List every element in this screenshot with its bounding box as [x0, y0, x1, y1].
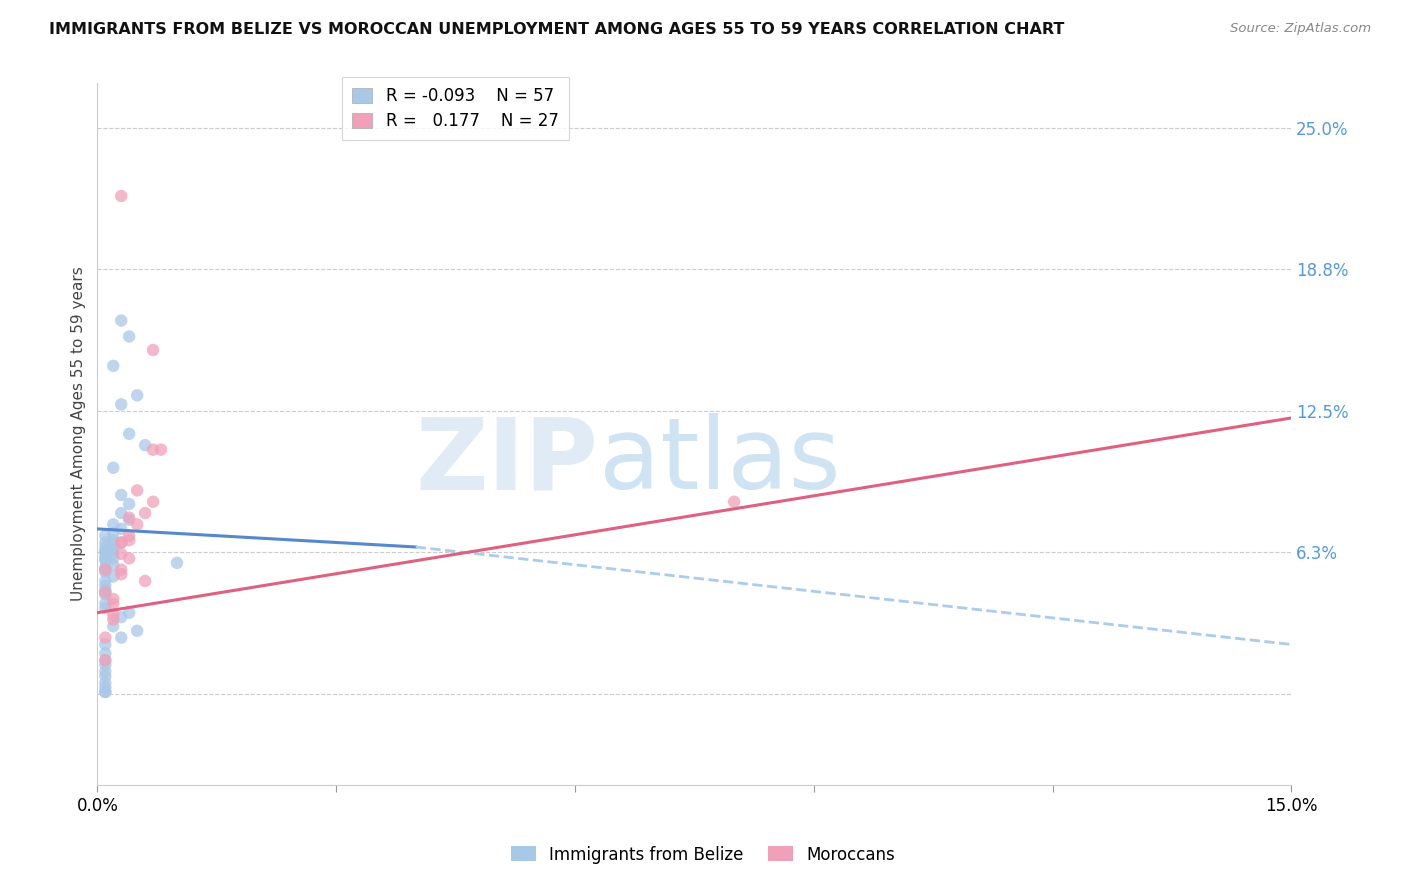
Point: [94, 597, 117, 611]
Point: [94, 540, 117, 554]
Point: [94, 681, 117, 695]
Point: [94, 653, 117, 667]
Point: [142, 442, 165, 457]
Point: [118, 606, 141, 620]
Point: [94, 553, 117, 567]
Point: [103, 542, 125, 557]
Point: [103, 547, 125, 561]
Point: [110, 488, 132, 502]
Point: [118, 426, 141, 441]
Point: [94, 551, 117, 566]
Point: [142, 343, 165, 357]
Point: [118, 510, 141, 524]
Point: [94, 665, 117, 679]
Point: [134, 574, 156, 588]
Point: [94, 657, 117, 672]
Point: [94, 588, 117, 602]
Point: [103, 538, 125, 552]
Point: [150, 442, 173, 457]
Point: [110, 506, 132, 520]
Point: [103, 569, 125, 583]
Point: [94, 685, 117, 699]
Point: [103, 612, 125, 626]
Point: [94, 529, 117, 543]
Point: [94, 551, 117, 566]
Y-axis label: Unemployment Among Ages 55 to 59 years: Unemployment Among Ages 55 to 59 years: [72, 267, 86, 601]
Point: [103, 517, 125, 532]
Point: [94, 578, 117, 592]
Legend: Immigrants from Belize, Moroccans: Immigrants from Belize, Moroccans: [503, 839, 903, 871]
Point: [127, 517, 149, 532]
Point: [94, 544, 117, 558]
Point: [110, 567, 132, 582]
Legend: R = -0.093    N = 57, R =   0.177    N = 27: R = -0.093 N = 57, R = 0.177 N = 27: [343, 77, 568, 140]
Point: [103, 359, 125, 373]
Point: [103, 460, 125, 475]
Point: [134, 506, 156, 520]
Point: [94, 637, 117, 651]
Point: [723, 494, 745, 508]
Point: [103, 533, 125, 548]
Point: [134, 438, 156, 452]
Point: [110, 535, 132, 549]
Point: [94, 585, 117, 599]
Point: [94, 676, 117, 690]
Point: [94, 669, 117, 683]
Point: [103, 592, 125, 607]
Point: [94, 647, 117, 661]
Point: [110, 563, 132, 577]
Point: [166, 556, 188, 570]
Point: [94, 574, 117, 588]
Point: [103, 526, 125, 541]
Text: atlas: atlas: [599, 413, 841, 510]
Point: [110, 535, 132, 549]
Point: [94, 565, 117, 579]
Point: [110, 631, 132, 645]
Point: [118, 551, 141, 566]
Point: [110, 313, 132, 327]
Point: [94, 535, 117, 549]
Point: [94, 547, 117, 561]
Point: [94, 631, 117, 645]
Point: [110, 522, 132, 536]
Point: [118, 533, 141, 548]
Point: [110, 547, 132, 561]
Point: [94, 585, 117, 599]
Point: [118, 513, 141, 527]
Point: [127, 483, 149, 498]
Point: [94, 544, 117, 558]
Point: [110, 189, 132, 203]
Point: [103, 607, 125, 622]
Point: [118, 329, 141, 343]
Point: [110, 397, 132, 411]
Point: [94, 685, 117, 699]
Point: [103, 619, 125, 633]
Point: [94, 653, 117, 667]
Point: [94, 560, 117, 574]
Point: [103, 558, 125, 573]
Point: [94, 601, 117, 615]
Point: [103, 597, 125, 611]
Point: [127, 624, 149, 638]
Point: [94, 563, 117, 577]
Point: [127, 388, 149, 402]
Point: [103, 551, 125, 566]
Text: Source: ZipAtlas.com: Source: ZipAtlas.com: [1230, 22, 1371, 36]
Point: [118, 529, 141, 543]
Point: [110, 610, 132, 624]
Text: ZIP: ZIP: [416, 413, 599, 510]
Point: [94, 582, 117, 597]
Point: [118, 497, 141, 511]
Point: [94, 563, 117, 577]
Text: IMMIGRANTS FROM BELIZE VS MOROCCAN UNEMPLOYMENT AMONG AGES 55 TO 59 YEARS CORREL: IMMIGRANTS FROM BELIZE VS MOROCCAN UNEMP…: [49, 22, 1064, 37]
Point: [142, 494, 165, 508]
